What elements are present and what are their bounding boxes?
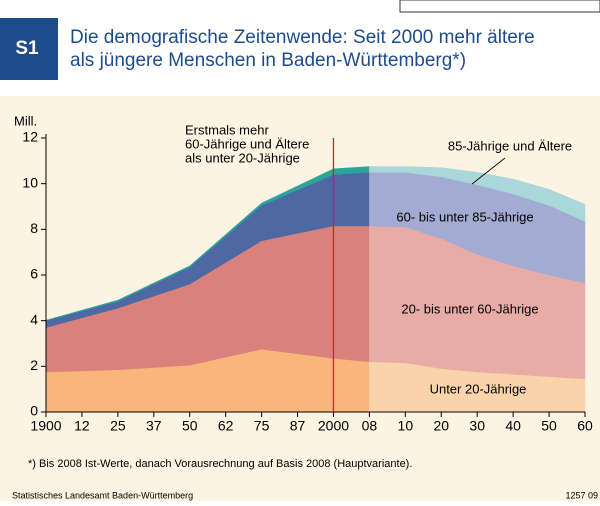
y-tick-label: 6 bbox=[30, 266, 38, 282]
code: 1257 09 bbox=[565, 490, 598, 500]
x-tick-label: 62 bbox=[218, 418, 234, 434]
leader-line bbox=[471, 157, 506, 185]
x-tick-label: 30 bbox=[469, 418, 485, 434]
x-tick-label: 08 bbox=[362, 418, 378, 434]
y-tick-label: 12 bbox=[22, 129, 38, 145]
source: Statistisches Landesamt Baden-Württember… bbox=[12, 490, 193, 500]
x-tick-label: 1900 bbox=[30, 418, 61, 434]
x-tick-label: 40 bbox=[505, 418, 521, 434]
annotation: 60-Jährige und Ältere bbox=[185, 136, 309, 151]
series-label: 20- bis unter 60-Jährige bbox=[401, 301, 538, 316]
annotation: Erstmals mehr bbox=[185, 122, 269, 137]
y-tick-label: 10 bbox=[22, 174, 38, 190]
area bbox=[369, 166, 586, 222]
x-tick-label: 2000 bbox=[318, 418, 349, 434]
series-label: 85-Jährige und Ältere bbox=[448, 138, 572, 153]
chart-title: Die demografische Zeitenwende: Seit 2000… bbox=[70, 27, 535, 48]
y-tick-label: 8 bbox=[30, 220, 38, 236]
x-tick-label: 50 bbox=[541, 418, 557, 434]
badge-box bbox=[0, 18, 58, 80]
annotation: als unter 20-Jährige bbox=[185, 150, 300, 165]
y-axis-label: Mill. bbox=[14, 113, 37, 128]
series-label: 60- bis unter 85-Jährige bbox=[396, 209, 533, 224]
footnote: *) Bis 2008 Ist-Werte, danach Vorausrech… bbox=[28, 458, 412, 470]
x-tick-label: 75 bbox=[254, 418, 270, 434]
frame bbox=[399, 0, 600, 13]
x-tick-label: 50 bbox=[182, 418, 198, 434]
y-tick-label: 4 bbox=[30, 311, 38, 327]
plot-area bbox=[45, 166, 586, 413]
x-tick-label: 12 bbox=[74, 418, 90, 434]
x-tick-label: 10 bbox=[398, 418, 414, 434]
series-label: Unter 20-Jährige bbox=[430, 381, 527, 396]
x-tick-label: 25 bbox=[110, 418, 126, 434]
y-tick-label: 0 bbox=[30, 403, 38, 419]
x-tick-label: 20 bbox=[433, 418, 449, 434]
x-tick-label: 60 bbox=[577, 418, 593, 434]
x-tick-label: 87 bbox=[290, 418, 306, 434]
badge: S1 bbox=[15, 38, 39, 59]
x-tick-label: 37 bbox=[146, 418, 162, 434]
chart-title: als jüngere Menschen in Baden-Württember… bbox=[70, 50, 466, 71]
y-tick-label: 2 bbox=[30, 357, 38, 373]
